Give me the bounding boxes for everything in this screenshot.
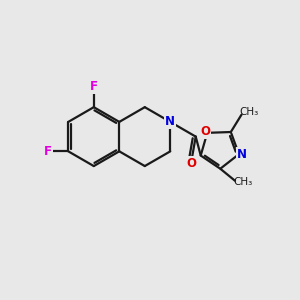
Text: N: N (165, 116, 175, 128)
Text: CH₃: CH₃ (233, 177, 252, 187)
Text: N: N (237, 148, 247, 161)
Text: O: O (200, 125, 210, 138)
Text: F: F (90, 80, 98, 93)
Text: CH₃: CH₃ (239, 107, 259, 118)
Text: O: O (187, 157, 197, 169)
Text: F: F (44, 145, 52, 158)
